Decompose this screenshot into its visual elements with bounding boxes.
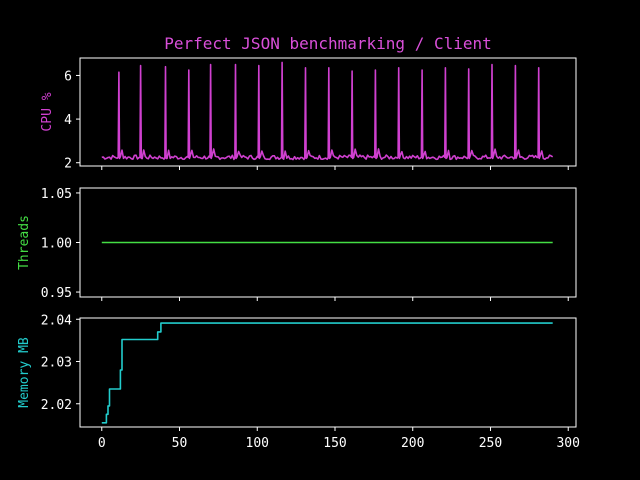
y-tick-label: 2.04 — [41, 313, 72, 328]
series-line-cpu — [101, 61, 554, 161]
y-tick-label: 4 — [64, 113, 72, 128]
x-tick-label: 150 — [323, 436, 346, 451]
x-tick-label: 0 — [98, 436, 106, 451]
y-axis-label: Threads — [17, 215, 32, 270]
y-tick-label: 0.95 — [41, 286, 72, 301]
series-line-memory — [101, 322, 553, 424]
panel-frame — [79, 317, 577, 428]
y-tick-label: 2.02 — [41, 398, 72, 413]
panel-memory: 2.02 2.03 2.04 0 50 100 150 200 250 300 Memory MB — [17, 313, 580, 451]
panel-frame — [79, 57, 577, 167]
chart-title: Perfect JSON benchmarking / Client — [164, 34, 492, 53]
x-tick-label: 200 — [401, 436, 424, 451]
x-tick-label: 100 — [246, 436, 269, 451]
y-tick-label: 6 — [64, 69, 72, 84]
y-tick-label: 1.00 — [41, 237, 72, 252]
y-tick-label: 2.03 — [41, 356, 72, 371]
panel-cpu: 2 4 6 CPU % — [40, 57, 577, 172]
y-axis-label: Memory MB — [17, 337, 32, 408]
y-tick-label: 1.05 — [41, 187, 72, 202]
y-axis-label: CPU % — [40, 92, 55, 131]
y-tick-label: 2 — [64, 157, 72, 172]
x-tick-label: 250 — [479, 436, 502, 451]
x-tick-label: 50 — [172, 436, 188, 451]
x-tick-label: 300 — [556, 436, 579, 451]
panel-threads: 0.95 1.00 1.05 Threads — [17, 187, 577, 301]
